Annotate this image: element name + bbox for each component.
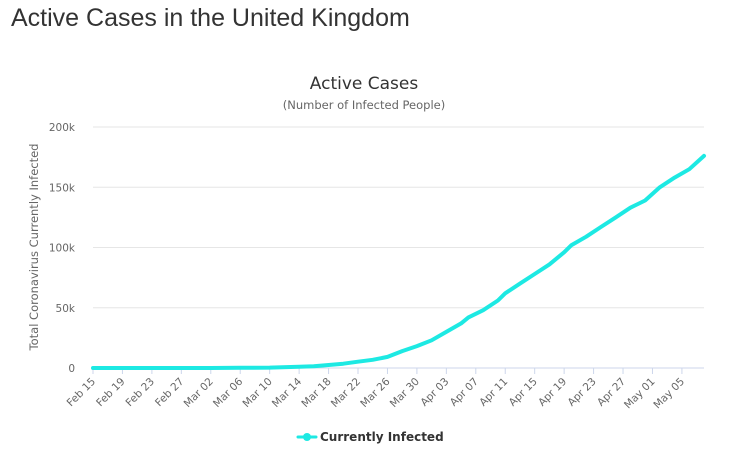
x-tick-label: Apr 19 xyxy=(536,376,569,409)
x-tick-label: Feb 23 xyxy=(124,376,157,409)
y-tick-label: 200k xyxy=(49,122,76,134)
y-axis-title: Total Coronavirus Currently Infected xyxy=(27,144,41,352)
y-tick-label: 150k xyxy=(49,182,76,194)
y-axis-ticks: 0 50k 100k 150k 200k xyxy=(49,122,76,375)
legend-circle-marker xyxy=(303,433,311,441)
x-tick-label: May 05 xyxy=(651,376,687,412)
x-tick-label: Mar 18 xyxy=(299,376,333,410)
page-heading: Active Cases in the United Kingdom xyxy=(11,4,410,32)
x-tick-label: Feb 15 xyxy=(65,376,98,409)
x-tick-label: Mar 14 xyxy=(270,375,305,410)
x-tick-label: Apr 11 xyxy=(477,376,510,409)
x-tick-label: Mar 22 xyxy=(329,376,363,410)
x-tick-label: Apr 07 xyxy=(448,376,481,409)
y-tick-label: 100k xyxy=(49,243,76,255)
x-tick-label: Mar 06 xyxy=(211,375,246,410)
x-tick-label: Mar 26 xyxy=(358,375,393,410)
chart-subtitle: (Number of Infected People) xyxy=(283,98,445,112)
legend[interactable]: Currently Infected xyxy=(296,430,444,444)
x-tick-label: Feb 19 xyxy=(94,376,127,409)
series-group xyxy=(91,153,706,370)
x-tick-label: Feb 27 xyxy=(153,376,186,409)
chart-title: Active Cases xyxy=(310,74,419,94)
x-tick-label: Apr 03 xyxy=(418,376,451,409)
x-tick-label: May 01 xyxy=(622,376,658,412)
x-tick-label: Mar 10 xyxy=(240,376,274,410)
legend-label: Currently Infected xyxy=(320,430,444,444)
x-tick-label: Mar 02 xyxy=(182,376,216,410)
y-tick-label: 0 xyxy=(68,363,75,375)
y-tick-label: 50k xyxy=(56,303,76,315)
grid-lines xyxy=(93,126,704,369)
x-tick-label: Mar 30 xyxy=(388,376,422,410)
x-tick-label: Apr 15 xyxy=(507,376,540,409)
x-tick-label: Apr 23 xyxy=(566,376,599,409)
series-line-currently-infected[interactable] xyxy=(91,153,706,370)
